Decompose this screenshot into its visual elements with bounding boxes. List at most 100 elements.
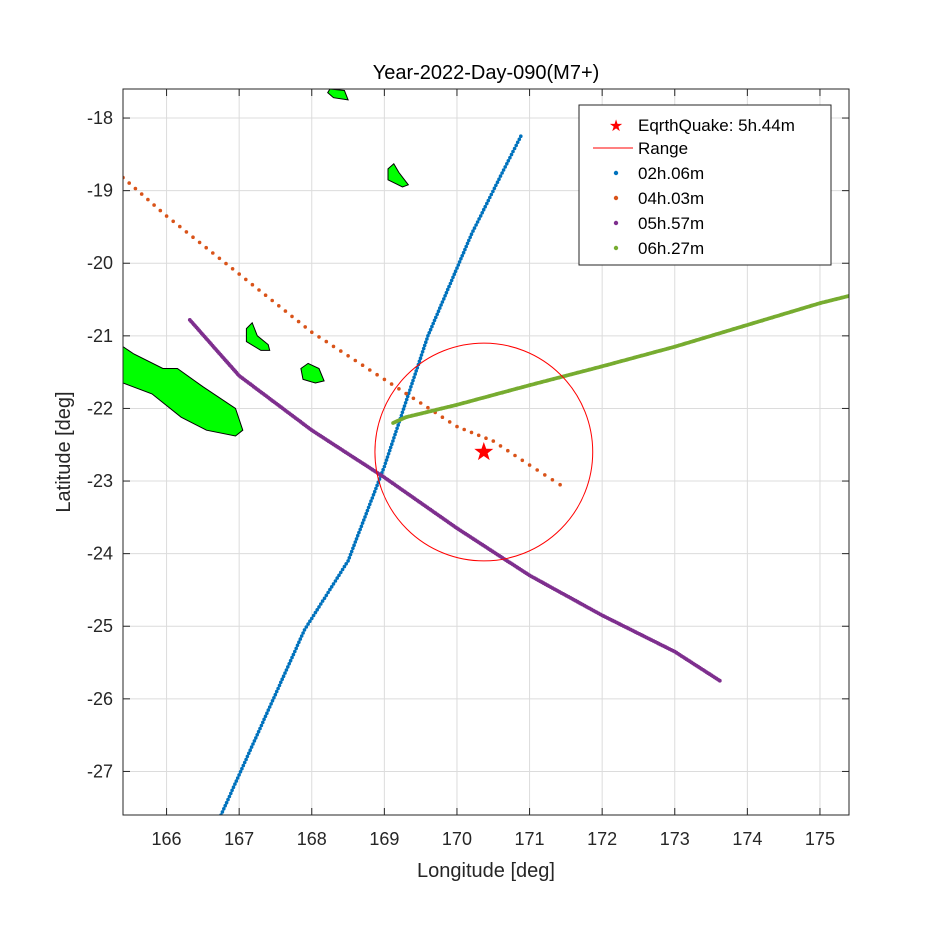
axes-box <box>122 88 850 816</box>
series-2-point <box>296 319 301 324</box>
y-tick-label: -22 <box>87 398 113 418</box>
series-1-point <box>319 602 323 606</box>
series-1-point <box>295 643 300 648</box>
y-tick-label: -23 <box>87 471 113 491</box>
series-1-point <box>443 294 447 298</box>
series-2-point <box>535 468 539 472</box>
series-2-point <box>476 433 481 438</box>
series-2-point <box>164 214 169 218</box>
series-1-point <box>315 608 320 612</box>
series-1-point <box>290 655 294 660</box>
series-1-point <box>254 736 258 740</box>
legend-label-series-3: 05h.57m <box>638 214 704 233</box>
series-1-point <box>457 260 462 264</box>
series-2 <box>123 175 562 487</box>
series-1-point <box>444 290 449 295</box>
y-tick-label: -21 <box>87 326 113 346</box>
landmass-3 <box>387 163 410 188</box>
series-1-point <box>298 637 303 641</box>
x-tick-label: 169 <box>369 829 399 849</box>
series-1-point <box>459 257 463 261</box>
series-1-point <box>354 537 359 541</box>
series-2-point <box>277 304 281 308</box>
series-1-point <box>346 559 350 563</box>
series-1-point <box>274 689 279 694</box>
series-1-point <box>460 254 465 258</box>
series-1-point <box>418 356 423 361</box>
legend-swatch-series-2 <box>613 195 619 201</box>
series-1-point <box>428 327 433 332</box>
series-1-point <box>370 496 375 500</box>
series-1-point <box>442 297 446 301</box>
series-2-point <box>498 444 503 448</box>
series-1-point <box>249 745 254 749</box>
series-1-point <box>392 436 396 440</box>
y-tick-label: -24 <box>87 544 113 564</box>
series-1-point <box>494 183 498 188</box>
series-1-point <box>286 665 290 669</box>
series-1-point <box>427 331 432 335</box>
series-2-point <box>484 436 488 441</box>
series-1-point <box>320 599 325 603</box>
series-1-point <box>324 593 329 598</box>
series-1-point <box>422 343 427 348</box>
legend-box <box>578 104 832 266</box>
series-1-point <box>358 527 363 532</box>
series-2-point <box>217 256 222 261</box>
series-1-point <box>374 486 378 491</box>
series-1-point <box>483 204 488 209</box>
series-1-point <box>306 622 310 626</box>
series-1-point <box>425 337 429 341</box>
series-1-point <box>395 426 399 431</box>
series-2-point <box>558 482 562 487</box>
series-1-point <box>269 702 273 706</box>
series-1-point <box>235 776 240 780</box>
landmass-5 <box>300 362 325 384</box>
series-1-point <box>351 546 355 551</box>
series-1-point <box>340 567 345 572</box>
x-tick-label: 170 <box>442 829 472 849</box>
x-tick-label: 167 <box>224 829 254 849</box>
series-1-point <box>411 378 415 383</box>
series-2-point <box>178 224 182 229</box>
x-tick-label: 173 <box>660 829 690 849</box>
series-2-point <box>331 344 336 349</box>
series-2-point <box>404 391 408 396</box>
series-1-point <box>465 241 470 246</box>
series-1-point <box>226 797 230 802</box>
series-1-point <box>512 146 517 151</box>
series-1-point <box>238 770 243 774</box>
series-2-point <box>244 277 248 282</box>
x-tick-label: 172 <box>587 829 617 849</box>
series-1-point <box>399 413 404 418</box>
y-tick-label: -18 <box>87 108 113 128</box>
series-2-point <box>237 272 241 276</box>
landmass-4 <box>245 321 271 351</box>
series-1-point <box>432 318 437 323</box>
series-1-point <box>384 458 389 462</box>
series-1-point <box>299 634 304 638</box>
series-1-point <box>477 217 481 221</box>
series-1-point <box>495 180 500 184</box>
series-1-point <box>381 467 385 472</box>
series-1-point <box>240 766 244 771</box>
series-1-point <box>311 613 316 618</box>
series-2-point <box>211 251 215 255</box>
series-1-point <box>390 442 394 447</box>
series-1-point <box>474 223 478 227</box>
series-1-point <box>414 369 419 373</box>
series-2-point <box>204 245 208 250</box>
series-1-point <box>485 201 489 206</box>
series-1-point <box>277 683 282 688</box>
series-1-point <box>419 353 424 357</box>
series-1-point <box>245 754 250 759</box>
series-1-point <box>297 640 301 644</box>
series-1-point <box>386 452 391 456</box>
series-1-point <box>500 171 504 175</box>
earthquake-star <box>474 442 494 461</box>
series-1-point <box>401 407 406 411</box>
series-1-point <box>491 189 495 194</box>
series-2-point <box>184 230 189 234</box>
series-1-point <box>272 696 276 700</box>
legend: ★ EqrthQuake: 5h.44m Range 02h.06m 04h.0… <box>578 104 832 266</box>
